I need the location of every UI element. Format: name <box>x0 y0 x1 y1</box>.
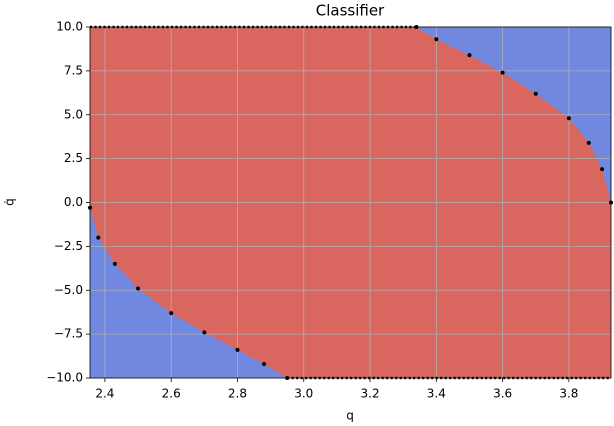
y-tick-label: 10.0 <box>56 20 83 34</box>
x-tick-label: 3.0 <box>294 387 313 401</box>
x-tick-label: 2.4 <box>95 387 114 401</box>
boundary-point <box>261 361 266 366</box>
boundary-point <box>566 116 571 121</box>
y-tick-label: −2.5 <box>54 239 83 253</box>
x-tick-label: 3.6 <box>493 387 512 401</box>
y-tick-label: −10.0 <box>46 371 83 385</box>
boundary-point <box>600 167 605 172</box>
boundary-point <box>136 286 141 291</box>
x-tick-label: 2.6 <box>162 387 181 401</box>
boundary-point <box>202 330 207 335</box>
boundary-point <box>467 53 472 58</box>
y-tick-label: 2.5 <box>64 151 83 165</box>
boundary-point <box>96 235 101 240</box>
y-axis-label: q̇ <box>3 198 17 206</box>
boundary-point <box>434 37 439 42</box>
x-tick-label: 3.8 <box>559 387 578 401</box>
y-tick-label: 5.0 <box>64 107 83 121</box>
boundary-point <box>586 140 591 145</box>
boundary-point <box>235 347 240 352</box>
plot-frame <box>89 26 612 379</box>
boundary-point <box>169 311 174 316</box>
x-axis-label: q <box>346 409 354 423</box>
boundary-point <box>500 70 505 75</box>
boundary-point <box>533 91 538 96</box>
x-tick-label: 3.2 <box>361 387 380 401</box>
y-tick-label: 0.0 <box>64 195 83 209</box>
y-tick-label: −7.5 <box>54 327 83 341</box>
y-tick-label: 7.5 <box>64 63 83 77</box>
x-tick-label: 3.4 <box>427 387 446 401</box>
chart-title: Classifier <box>316 2 385 20</box>
y-tick-label: −5.0 <box>54 283 83 297</box>
boundary-point <box>112 261 117 266</box>
x-tick-label: 2.8 <box>228 387 247 401</box>
